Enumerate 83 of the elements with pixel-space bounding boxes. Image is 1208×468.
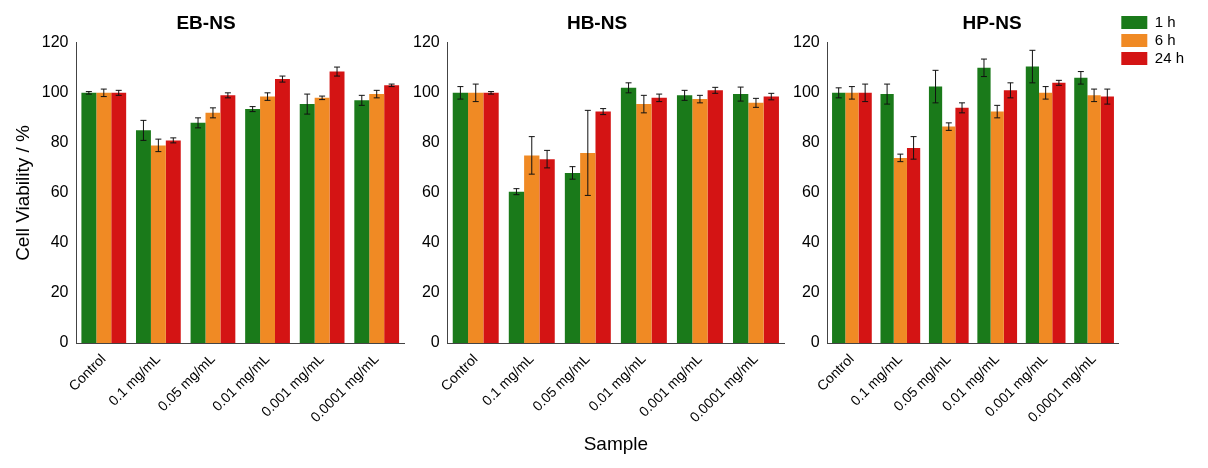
bar <box>245 109 261 344</box>
bar <box>96 92 112 344</box>
bar <box>1087 95 1101 344</box>
bar <box>580 152 596 344</box>
bar <box>1025 66 1040 344</box>
bar <box>564 172 581 344</box>
bar <box>942 126 956 344</box>
bar <box>1074 77 1088 344</box>
y-tick-label: 120 <box>792 33 820 51</box>
bar <box>314 97 330 344</box>
bar <box>990 111 1004 344</box>
bar <box>524 155 540 344</box>
bar <box>928 86 943 344</box>
bar <box>893 157 907 344</box>
bar <box>135 130 151 344</box>
y-tick-label: 100 <box>792 83 820 101</box>
bar <box>955 107 969 344</box>
bar <box>539 159 555 344</box>
bar <box>165 140 181 344</box>
bar <box>977 67 991 344</box>
bar <box>220 95 236 344</box>
bar <box>452 92 469 344</box>
bar <box>299 104 315 344</box>
bar <box>369 94 385 344</box>
y-tick-label: 80 <box>50 133 69 151</box>
legend-label: 6 h <box>1154 30 1176 48</box>
bar <box>1100 96 1114 344</box>
bar <box>620 87 637 344</box>
y-tick-label: 60 <box>801 183 820 201</box>
y-tick-label: 0 <box>59 333 69 351</box>
bar <box>858 92 872 344</box>
bar <box>748 102 764 344</box>
y-tick-label: 0 <box>430 333 440 351</box>
bar <box>595 111 611 344</box>
y-axis-title: Cell Viability / % <box>11 124 33 261</box>
bar <box>692 99 708 344</box>
y-tick-label: 80 <box>421 133 440 151</box>
bar <box>275 79 290 344</box>
y-tick-label: 60 <box>50 183 69 201</box>
y-tick-label: 80 <box>801 133 820 151</box>
y-tick-label: 40 <box>50 233 69 251</box>
bar <box>732 94 749 344</box>
bar <box>508 191 525 344</box>
bar <box>329 71 345 344</box>
y-tick-label: 40 <box>421 233 440 251</box>
bar <box>1039 92 1053 344</box>
chart-title: EB-NS <box>176 11 236 33</box>
bar <box>707 90 723 344</box>
bar <box>880 94 894 344</box>
bar <box>906 147 921 344</box>
bar <box>190 122 206 344</box>
bar <box>636 104 652 344</box>
bar <box>483 92 499 344</box>
bar <box>845 92 859 344</box>
y-tick-label: 40 <box>801 233 820 251</box>
chart-title: HB-NS <box>566 11 628 33</box>
bar <box>150 145 166 344</box>
y-tick-label: 0 <box>810 333 820 351</box>
y-tick-label: 20 <box>50 283 69 301</box>
x-axis-title: Sample <box>583 432 649 454</box>
y-tick-label: 60 <box>421 183 440 201</box>
y-tick-label: 20 <box>421 283 440 301</box>
bar <box>205 112 221 344</box>
y-tick-label: 20 <box>801 283 820 301</box>
chart-title: HP-NS <box>962 11 1022 33</box>
y-tick-label: 120 <box>41 33 69 51</box>
bar <box>832 92 846 344</box>
y-tick-label: 120 <box>412 33 440 51</box>
legend-label: 1 h <box>1154 12 1176 30</box>
bar <box>384 85 400 344</box>
legend-label: 24 h <box>1154 48 1185 66</box>
bar <box>676 95 693 344</box>
bar <box>1052 82 1066 344</box>
bar <box>651 97 667 344</box>
bar <box>354 100 370 344</box>
y-tick-label: 100 <box>412 83 440 101</box>
bar <box>111 92 127 344</box>
bar <box>81 92 97 344</box>
bar <box>260 96 275 344</box>
bar <box>763 96 779 344</box>
y-tick-label: 100 <box>41 83 69 101</box>
bar <box>468 92 484 344</box>
bar <box>1003 90 1018 344</box>
